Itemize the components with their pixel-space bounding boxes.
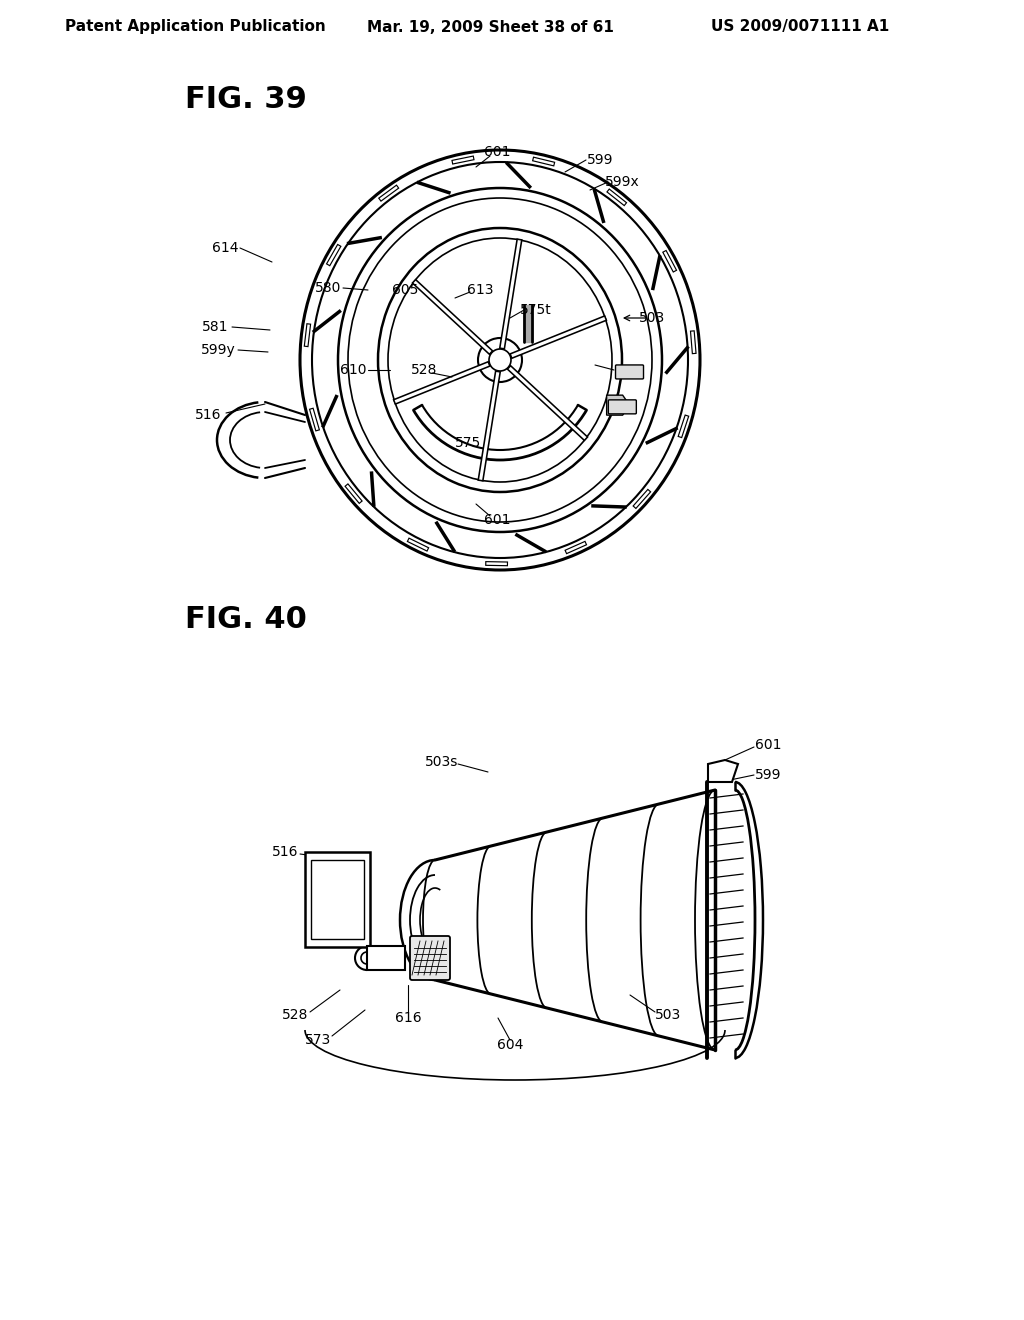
FancyBboxPatch shape	[305, 851, 370, 946]
Text: 601: 601	[483, 513, 510, 527]
Text: 575t: 575t	[520, 304, 552, 317]
Text: 604: 604	[497, 1038, 523, 1052]
Text: 528: 528	[282, 1008, 308, 1022]
Text: Patent Application Publication: Patent Application Publication	[65, 20, 326, 34]
Text: 605: 605	[392, 282, 418, 297]
Text: 599: 599	[587, 153, 613, 168]
Text: 599: 599	[755, 768, 781, 781]
Text: 516: 516	[271, 845, 298, 859]
Text: 503: 503	[639, 312, 666, 325]
Text: 614: 614	[212, 242, 239, 255]
Text: 528: 528	[411, 363, 437, 378]
Text: 601: 601	[755, 738, 781, 752]
FancyBboxPatch shape	[410, 936, 450, 979]
FancyBboxPatch shape	[608, 400, 636, 414]
Text: 516: 516	[195, 408, 221, 422]
Text: 575: 575	[455, 436, 481, 450]
Bar	[367, 946, 406, 970]
Text: 599x: 599x	[604, 176, 639, 189]
Text: 599y: 599y	[201, 343, 236, 356]
Text: US 2009/0071111 A1: US 2009/0071111 A1	[711, 20, 889, 34]
Text: 573: 573	[305, 1034, 331, 1047]
Text: 580: 580	[314, 281, 341, 294]
Text: 503: 503	[655, 1008, 681, 1022]
Text: 601: 601	[483, 145, 510, 158]
Text: 503s: 503s	[425, 755, 459, 770]
Text: Mar. 19, 2009 Sheet 38 of 61: Mar. 19, 2009 Sheet 38 of 61	[367, 20, 613, 34]
Polygon shape	[708, 760, 738, 781]
Text: 611: 611	[614, 366, 641, 379]
Text: 613: 613	[467, 282, 494, 297]
Text: 581: 581	[202, 319, 228, 334]
Text: 610: 610	[340, 363, 367, 378]
FancyBboxPatch shape	[311, 861, 364, 939]
FancyBboxPatch shape	[615, 364, 643, 379]
Text: FIG. 39: FIG. 39	[185, 86, 307, 115]
Polygon shape	[606, 395, 630, 416]
Text: FIG. 40: FIG. 40	[185, 606, 307, 635]
Text: 616: 616	[394, 1011, 421, 1026]
